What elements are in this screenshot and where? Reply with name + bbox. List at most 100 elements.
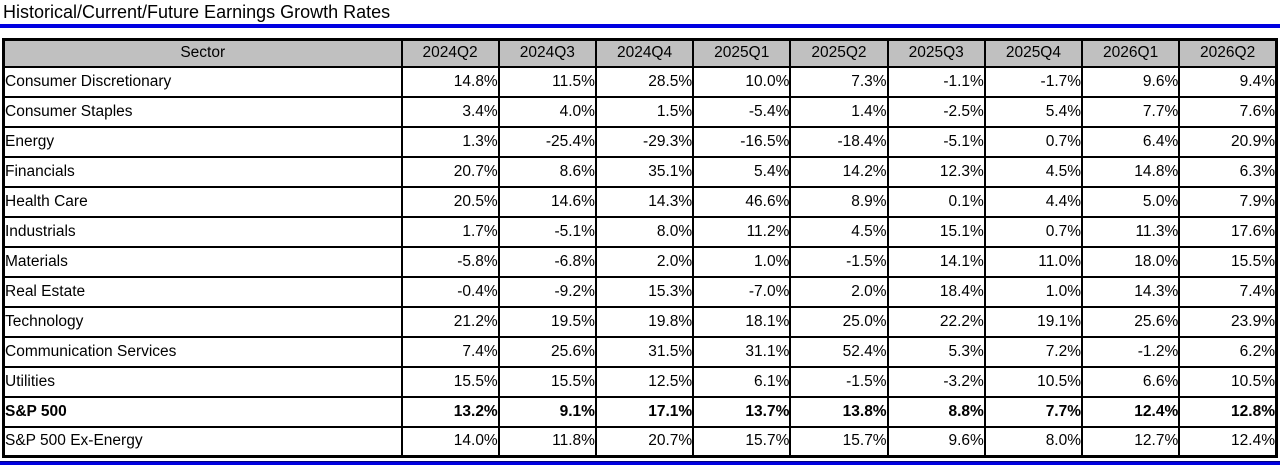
- value-cell: 35.1%: [594, 155, 695, 188]
- value-cell: 9.6%: [886, 425, 986, 458]
- value-cell: -6.8%: [497, 245, 597, 278]
- table-row: Communication Services 7.4% 25.6% 31.5% 31.1…: [2, 335, 1278, 368]
- value-cell: 13.2%: [400, 395, 500, 428]
- value-cell: 6.2%: [1178, 335, 1278, 368]
- value-cell: 13.8%: [789, 395, 889, 428]
- sector-cell: Consumer Staples: [2, 95, 403, 128]
- earnings-table: Sector 2024Q2 2024Q3 2024Q4 2025Q1 2025Q2 2025…: [2, 38, 1278, 458]
- value-cell: 4.5%: [789, 215, 889, 248]
- table-row: Materials -5.8% -6.8% 2.0% 1.0% -1.5% 14.1% 11.…: [2, 245, 1278, 278]
- value-cell: 15.5%: [497, 365, 597, 398]
- value-cell: 25.0%: [789, 305, 889, 338]
- quarter-column-header: 2025Q4: [983, 38, 1084, 68]
- value-cell: 31.5%: [594, 335, 695, 368]
- sector-cell: S&P 500: [2, 395, 403, 428]
- value-cell: 1.4%: [789, 95, 889, 128]
- value-cell: 3.4%: [400, 95, 500, 128]
- value-cell: 0.7%: [983, 215, 1084, 248]
- value-cell: 12.7%: [1081, 425, 1181, 458]
- value-cell: 15.7%: [789, 425, 889, 458]
- value-cell: 10.5%: [983, 365, 1084, 398]
- value-cell: 6.4%: [1081, 125, 1181, 158]
- value-cell: 20.7%: [594, 425, 695, 458]
- value-cell: 7.9%: [1178, 185, 1278, 218]
- quarter-column-header: 2025Q3: [886, 38, 986, 68]
- value-cell: 2.0%: [789, 275, 889, 308]
- value-cell: 9.1%: [497, 395, 597, 428]
- value-cell: 8.8%: [886, 395, 986, 428]
- value-cell: 10.5%: [1178, 365, 1278, 398]
- value-cell: 8.0%: [983, 425, 1084, 458]
- header-row: Sector 2024Q2 2024Q3 2024Q4 2025Q1 2025Q2 2025…: [2, 38, 1278, 68]
- value-cell: 20.9%: [1178, 125, 1278, 158]
- value-cell: -18.4%: [789, 125, 889, 158]
- value-cell: 25.6%: [1081, 305, 1181, 338]
- value-cell: 6.6%: [1081, 365, 1181, 398]
- value-cell: -9.2%: [497, 275, 597, 308]
- table-head: Sector 2024Q2 2024Q3 2024Q4 2025Q1 2025Q2 2025…: [2, 38, 1278, 68]
- value-cell: -5.1%: [886, 125, 986, 158]
- value-cell: 14.1%: [886, 245, 986, 278]
- quarter-column-header: 2024Q4: [594, 38, 695, 68]
- value-cell: 6.1%: [692, 365, 792, 398]
- table-row: Health Care 20.5% 14.6% 14.3% 46.6% 8.9% 0.1% 4…: [2, 185, 1278, 218]
- value-cell: -5.8%: [400, 245, 500, 278]
- value-cell: 20.7%: [400, 155, 500, 188]
- sector-cell: Energy: [2, 125, 403, 158]
- value-cell: 12.4%: [1081, 395, 1181, 428]
- value-cell: 9.6%: [1081, 65, 1181, 98]
- value-cell: 7.2%: [983, 335, 1084, 368]
- value-cell: 5.0%: [1081, 185, 1181, 218]
- value-cell: 23.9%: [1178, 305, 1278, 338]
- value-cell: 1.0%: [692, 245, 792, 278]
- value-cell: 12.5%: [594, 365, 695, 398]
- sector-cell: Communication Services: [2, 335, 403, 368]
- value-cell: 7.7%: [1081, 95, 1181, 128]
- sector-cell: Materials: [2, 245, 403, 278]
- sector-cell: Utilities: [2, 365, 403, 398]
- value-cell: -25.4%: [497, 125, 597, 158]
- quarter-column-header: 2024Q3: [497, 38, 597, 68]
- value-cell: -16.5%: [692, 125, 792, 158]
- value-cell: 7.4%: [400, 335, 500, 368]
- sector-cell: Industrials: [2, 215, 403, 248]
- value-cell: 8.9%: [789, 185, 889, 218]
- page-title: Historical/Current/Future Earnings Growt…: [3, 2, 391, 22]
- table-row: Consumer Staples 3.4% 4.0% 1.5% -5.4% 1.4% -2.…: [2, 95, 1278, 128]
- value-cell: -2.5%: [886, 95, 986, 128]
- value-cell: 17.6%: [1178, 215, 1278, 248]
- value-cell: -0.4%: [400, 275, 500, 308]
- title-rule: [0, 24, 1280, 28]
- value-cell: 15.5%: [1178, 245, 1278, 278]
- table-row: Energy 1.3% -25.4% -29.3% -16.5% -18.4% -5.1% 0…: [2, 125, 1278, 158]
- table-row: S&P 500 13.2% 9.1% 17.1% 13.7% 13.8% 8.8% 7.7% 1…: [2, 395, 1278, 428]
- value-cell: 10.0%: [692, 65, 792, 98]
- value-cell: 7.6%: [1178, 95, 1278, 128]
- value-cell: -1.7%: [983, 65, 1084, 98]
- value-cell: 8.6%: [497, 155, 597, 188]
- value-cell: 9.4%: [1178, 65, 1278, 98]
- sector-cell: Financials: [2, 155, 403, 188]
- value-cell: 0.7%: [983, 125, 1084, 158]
- value-cell: 19.5%: [497, 305, 597, 338]
- value-cell: 11.0%: [983, 245, 1084, 278]
- value-cell: 52.4%: [789, 335, 889, 368]
- table-row: Utilities 15.5% 15.5% 12.5% 6.1% -1.5% -3.2% 10…: [2, 365, 1278, 398]
- value-cell: 18.0%: [1081, 245, 1181, 278]
- bottom-rule: [0, 461, 1280, 465]
- value-cell: 11.8%: [497, 425, 597, 458]
- value-cell: 31.1%: [692, 335, 792, 368]
- value-cell: 19.1%: [983, 305, 1084, 338]
- value-cell: 21.2%: [400, 305, 500, 338]
- value-cell: -5.1%: [497, 215, 597, 248]
- value-cell: 4.0%: [497, 95, 597, 128]
- value-cell: 14.6%: [497, 185, 597, 218]
- sector-cell: Health Care: [2, 185, 403, 218]
- table-row: Real Estate -0.4% -9.2% 15.3% -7.0% 2.0% 18.4%…: [2, 275, 1278, 308]
- value-cell: 5.3%: [886, 335, 986, 368]
- value-cell: -1.1%: [886, 65, 986, 98]
- value-cell: 4.4%: [983, 185, 1084, 218]
- value-cell: -1.2%: [1081, 335, 1181, 368]
- value-cell: 15.1%: [886, 215, 986, 248]
- value-cell: 15.5%: [400, 365, 500, 398]
